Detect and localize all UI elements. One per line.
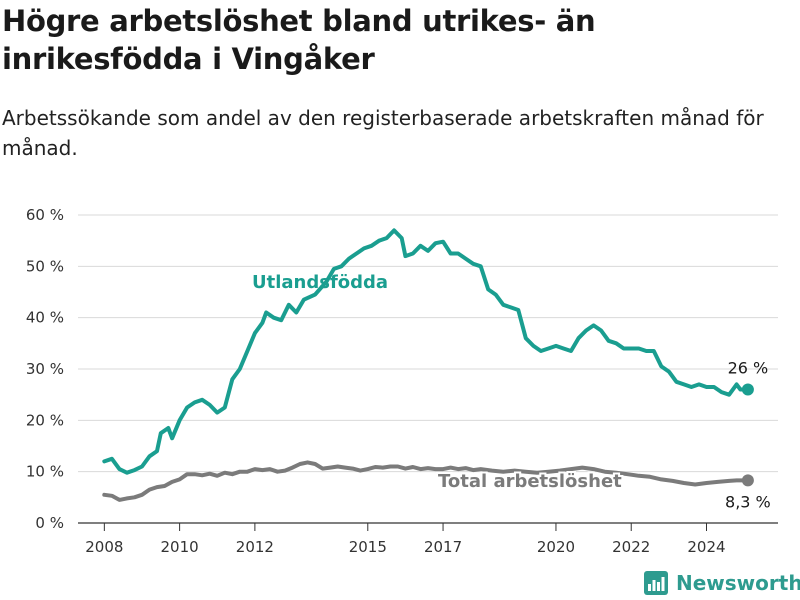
series-name-label-0: Utlandsfödda: [252, 272, 388, 293]
x-tick-label: 2012: [236, 538, 274, 556]
x-tick-label: 2008: [85, 538, 123, 556]
y-tick-label: 60 %: [26, 206, 64, 224]
y-tick-label: 40 %: [26, 309, 64, 327]
series-line-0: [102, 228, 750, 475]
y-tick-label: 20 %: [26, 411, 64, 429]
x-tick-label: 2022: [612, 538, 650, 556]
chart-subtitle: Arbetssökande som andel av den registerb…: [2, 106, 764, 160]
series-labels: 26 % 8,3 % Utlandsfödda Total arbetslöshet: [252, 272, 771, 511]
series-line-1: [102, 460, 750, 502]
series-end-dot-0: [741, 383, 754, 396]
x-tick-label: 2024: [687, 538, 725, 556]
y-tick-label: 10 %: [26, 463, 64, 481]
y-tick-label: 30 %: [26, 360, 64, 378]
x-tick-label: 2017: [424, 538, 462, 556]
x-tick-label: 2010: [161, 538, 199, 556]
series-end-label-1: 8,3 %: [725, 492, 771, 511]
x-tick-label: 2015: [349, 538, 387, 556]
y-axis: 0 % 10 % 20 % 30 % 40 % 50 % 60 %: [26, 206, 64, 532]
bar-chart-logo-icon: [644, 571, 668, 595]
brand-logo[interactable]: Newsworthy: [644, 568, 800, 598]
series-end-label-0: 26 %: [728, 359, 769, 378]
brand-name: Newsworthy: [676, 571, 800, 595]
chart-title: Högre arbetslöshet bland utrikes- än inr…: [2, 4, 596, 76]
series-name-label-1: Total arbetslöshet: [438, 471, 622, 492]
grid-lines: [78, 214, 778, 524]
series-lines: [102, 228, 754, 502]
y-tick-label: 50 %: [26, 257, 64, 275]
series-end-dot-1: [741, 474, 754, 487]
x-axis: 2008 2010 2012 2015 2017 2020 2022 2024: [85, 523, 726, 556]
y-tick-label: 0 %: [35, 514, 64, 532]
x-tick-label: 2020: [537, 538, 575, 556]
